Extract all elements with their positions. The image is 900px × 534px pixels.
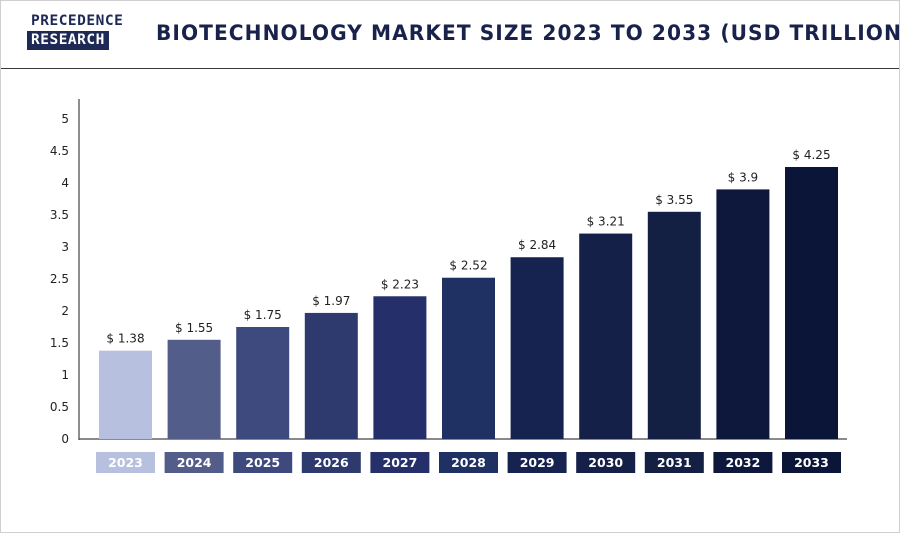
- category-box-2024: [164, 452, 224, 473]
- value-label-2028: $ 2.52: [449, 259, 487, 273]
- bar-2024: [167, 339, 221, 439]
- value-label-2027: $ 2.23: [381, 277, 419, 291]
- bar-2026: [304, 312, 358, 439]
- logo-line-2: RESEARCH: [27, 31, 109, 50]
- value-label-2023: $ 1.38: [106, 332, 144, 346]
- category-label-2033: 2033: [794, 455, 829, 470]
- category-box-2033: [782, 452, 841, 473]
- y-tick-label: 0: [61, 432, 69, 446]
- value-label-2029: $ 2.84: [518, 238, 556, 252]
- x-axis-categories: 2023 2024 2025 2026 2027 2028 2029 2030 2031 2032…: [96, 452, 841, 473]
- y-tick-label: 1: [61, 368, 69, 382]
- category-box-2028: [439, 452, 498, 473]
- category-label-2026: 2026: [314, 455, 349, 470]
- bar-2023: [99, 350, 152, 439]
- bar-2025: [236, 327, 290, 439]
- category-box-2031: [644, 452, 704, 473]
- value-label-2026: $ 1.97: [312, 294, 350, 308]
- category-box-2023: [96, 452, 155, 473]
- value-labels: $ 1.38 $ 1.55 $ 1.75 $ 1.97 $ 2.23 $ 2.52 $ 2.…: [106, 148, 830, 346]
- category-box-2027: [370, 452, 430, 473]
- category-box-2032: [713, 452, 773, 473]
- y-tick-label: 2.5: [50, 272, 69, 286]
- category-label-2030: 2030: [588, 455, 623, 470]
- bar-2032: [716, 189, 770, 439]
- bars: [99, 167, 838, 439]
- category-label-2028: 2028: [451, 455, 486, 470]
- y-tick-label: 3: [61, 240, 69, 254]
- bar-2033: [785, 167, 838, 439]
- value-label-2033: $ 4.25: [792, 148, 830, 162]
- y-tick-label: 0.5: [50, 400, 69, 414]
- bar-2031: [647, 211, 701, 439]
- category-label-2025: 2025: [245, 455, 280, 470]
- y-tick-label: 4: [61, 176, 69, 190]
- bar-2030: [579, 233, 633, 439]
- category-label-2024: 2024: [177, 455, 212, 470]
- precedence-research-logo: PRECEDENCE RESEARCH: [27, 13, 123, 57]
- category-label-2029: 2029: [520, 455, 555, 470]
- y-tick-label: 5: [61, 112, 69, 126]
- value-label-2032: $ 3.9: [728, 170, 759, 184]
- bar-2027: [373, 296, 427, 439]
- category-label-2023: 2023: [108, 455, 143, 470]
- value-label-2031: $ 3.55: [655, 193, 693, 207]
- y-tick-label: 1.5: [50, 336, 69, 350]
- category-label-2032: 2032: [726, 455, 761, 470]
- category-box-2029: [507, 452, 567, 473]
- bar-2028: [442, 277, 495, 439]
- value-label-2024: $ 1.55: [175, 321, 213, 335]
- chart-title: BIOTECHNOLOGY MARKET SIZE 2023 TO 2033 (…: [156, 21, 900, 45]
- category-label-2027: 2027: [383, 455, 418, 470]
- category-label-2031: 2031: [657, 455, 692, 470]
- bar-2029: [510, 257, 564, 439]
- category-box-2025: [233, 452, 293, 473]
- value-label-2025: $ 1.75: [244, 308, 282, 322]
- logo-line-1: PRECEDENCE: [31, 13, 124, 29]
- category-box-2030: [576, 452, 636, 473]
- y-tick-label: 2: [61, 304, 69, 318]
- value-label-2030: $ 3.21: [587, 215, 625, 229]
- y-tick-label: 3.5: [50, 208, 69, 222]
- category-box-2026: [301, 452, 361, 473]
- y-tick-label: 4.5: [50, 144, 69, 158]
- header-bar: PRECEDENCE RESEARCH BIOTECHNOLOGY MARKET…: [1, 1, 900, 69]
